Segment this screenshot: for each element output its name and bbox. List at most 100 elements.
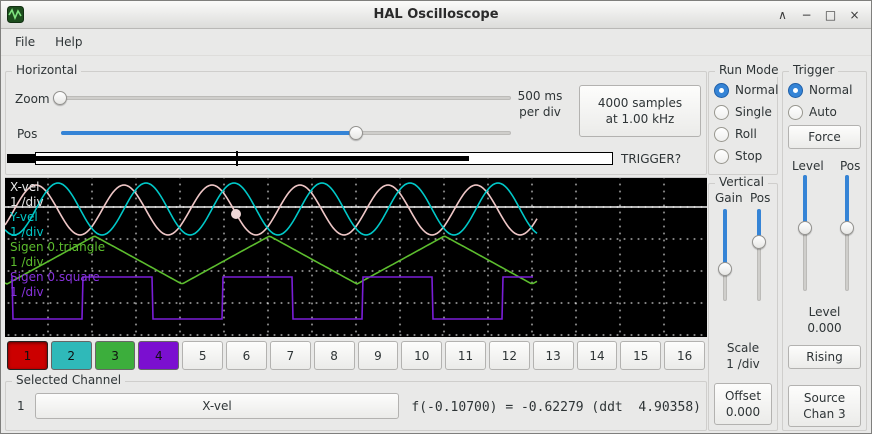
selected-channel-number: 1 [17, 399, 25, 413]
slider-fill [61, 131, 356, 135]
vertical-pos-slider[interactable] [751, 209, 767, 301]
run-mode-radio-single[interactable]: Single [714, 101, 778, 123]
channel-button-13[interactable]: 13 [533, 341, 574, 370]
channel-button-15[interactable]: 15 [620, 341, 661, 370]
scale-caption: Scale [708, 341, 778, 355]
zoom-slider[interactable] [53, 90, 511, 106]
titlebar: HAL Oscilloscope ∧ − □ × [1, 1, 871, 29]
samples-line1: 4000 samples [598, 95, 682, 111]
slope-button[interactable]: Rising [788, 345, 861, 369]
level-readout: 0.000 [782, 321, 867, 335]
scope-channel-label: 1 /div [10, 285, 105, 300]
minimize-button[interactable]: − [796, 5, 817, 25]
slider-fill [845, 175, 849, 228]
trigger-source-button[interactable]: Source Chan 3 [788, 385, 861, 427]
run-mode-legend: Run Mode [715, 63, 783, 77]
radio-circle [788, 105, 803, 120]
trigger-level-slider[interactable] [797, 175, 813, 291]
channel-button-1[interactable]: 1 [7, 341, 48, 370]
source-caption: Source [804, 390, 845, 406]
vertical-legend: Vertical [715, 175, 768, 189]
zoom-label: Zoom [15, 92, 50, 106]
channel-button-3[interactable]: 3 [95, 341, 136, 370]
channel-button-5[interactable]: 5 [182, 341, 223, 370]
channel-button-10[interactable]: 10 [401, 341, 442, 370]
trigger-radio-normal[interactable]: Normal [788, 79, 852, 101]
trigger-pos-label: Pos [840, 159, 860, 173]
run-mode-radio-stop[interactable]: Stop [714, 145, 778, 167]
vertical-pos-label: Pos [750, 191, 770, 205]
radio-circle [714, 83, 729, 98]
slider-fill [723, 209, 727, 269]
level-caption: Level [782, 305, 867, 319]
horizontal-legend: Horizontal [12, 63, 81, 77]
app-icon [7, 6, 24, 23]
radio-label: Stop [735, 149, 762, 163]
zoom-slider-thumb[interactable] [53, 91, 67, 105]
offset-caption: Offset [725, 388, 761, 404]
channel-button-11[interactable]: 11 [445, 341, 486, 370]
offset-button[interactable]: Offset 0.000 [714, 383, 772, 425]
gain-slider[interactable] [717, 209, 733, 301]
force-button[interactable]: Force [788, 125, 861, 149]
scope-display[interactable]: X-vel1 /divY-vel1 /divSigen 0.triangle1 … [5, 177, 707, 337]
shade-button[interactable]: ∧ [772, 5, 793, 25]
radio-label: Normal [735, 83, 778, 97]
scope-waveforms [5, 178, 707, 338]
run-mode-radio-normal[interactable]: Normal [714, 79, 778, 101]
trigger-level-label: Level [792, 159, 824, 173]
horizontal-pos-slider[interactable] [61, 125, 511, 141]
trigger-position-marker [236, 151, 238, 166]
window-title: HAL Oscilloscope [1, 7, 871, 22]
gain-slider-thumb[interactable] [718, 262, 732, 276]
scope-channel-label: X-vel [10, 180, 105, 195]
trigger-options: Normal Auto [788, 79, 852, 123]
menu-file[interactable]: File [5, 30, 45, 55]
slider-fill [803, 175, 807, 228]
channel-button-2[interactable]: 2 [51, 341, 92, 370]
close-button[interactable]: × [844, 5, 865, 25]
channel-button-7[interactable]: 7 [270, 341, 311, 370]
channel-button-12[interactable]: 12 [489, 341, 530, 370]
window-controls: ∧ − □ × [772, 5, 865, 25]
radio-circle [714, 105, 729, 120]
channel-button-6[interactable]: 6 [226, 341, 267, 370]
scope-channel-label: Y-vel [10, 210, 105, 225]
app-window: HAL Oscilloscope ∧ − □ × File Help Horiz… [0, 0, 872, 434]
channel-button-9[interactable]: 9 [358, 341, 399, 370]
trigger-pos-slider[interactable] [839, 175, 855, 291]
scope-channel-label: Sigen 0.triangle [10, 240, 105, 255]
pos-slider-thumb[interactable] [349, 126, 363, 140]
radio-label: Roll [735, 127, 757, 141]
channel-button-14[interactable]: 14 [577, 341, 618, 370]
timebase-label-line1: 500 ms [507, 89, 573, 103]
channel-button-16[interactable]: 16 [664, 341, 705, 370]
radio-label: Auto [809, 105, 837, 119]
menu-help[interactable]: Help [45, 30, 92, 55]
scope-channel-label: 1 /div [10, 225, 105, 240]
timebase-label-line2: per div [507, 105, 573, 119]
radio-circle [714, 149, 729, 164]
vertical-pos-slider-thumb[interactable] [752, 235, 766, 249]
radio-circle [788, 83, 803, 98]
trigger-level-slider-thumb[interactable] [798, 221, 812, 235]
channel-button-8[interactable]: 8 [314, 341, 355, 370]
samples-line2: at 1.00 kHz [606, 111, 675, 127]
record-lead-block [7, 154, 35, 163]
maximize-button[interactable]: □ [820, 5, 841, 25]
selected-channel-legend: Selected Channel [12, 373, 125, 387]
source-value: Chan 3 [803, 406, 845, 422]
menubar: File Help [1, 30, 871, 56]
trigger-radio-auto[interactable]: Auto [788, 101, 852, 123]
channel-name-button[interactable]: X-vel [35, 393, 399, 419]
record-view [7, 152, 613, 165]
radio-label: Single [735, 105, 772, 119]
trigger-pos-slider-thumb[interactable] [840, 221, 854, 235]
run-mode-radio-roll[interactable]: Roll [714, 123, 778, 145]
run-mode-options: Normal Single Roll Stop [714, 79, 778, 167]
radio-circle [714, 127, 729, 142]
samples-rate-button[interactable]: 4000 samples at 1.00 kHz [579, 85, 701, 137]
channel-button-4[interactable]: 4 [138, 341, 179, 370]
gain-label: Gain [715, 191, 743, 205]
scope-labels: X-vel1 /divY-vel1 /divSigen 0.triangle1 … [10, 180, 105, 300]
